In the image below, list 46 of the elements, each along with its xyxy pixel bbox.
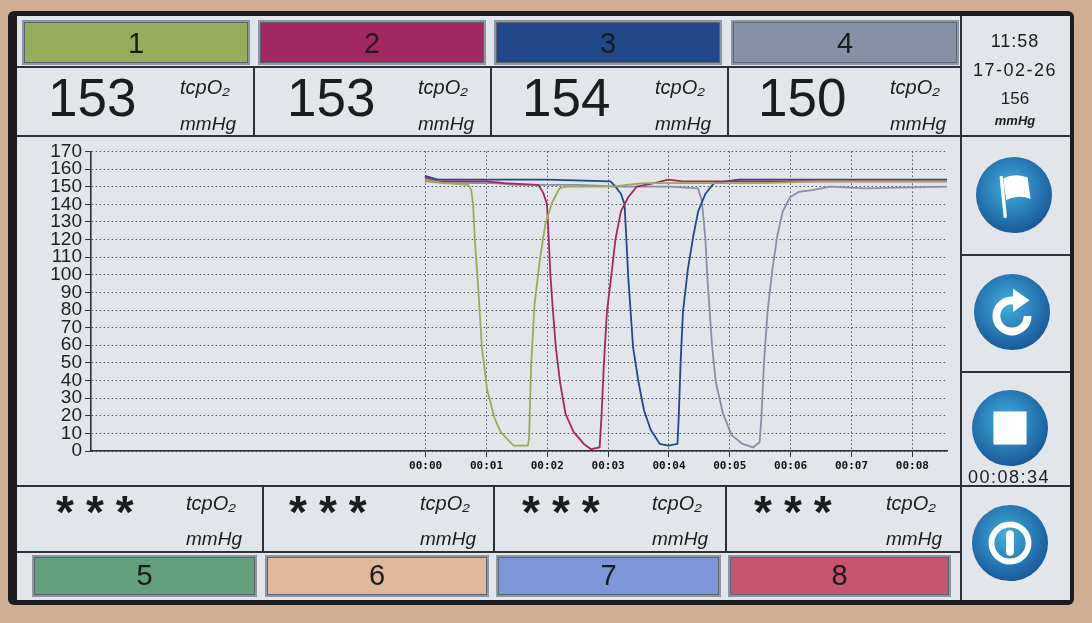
text: mmHg (420, 528, 476, 549)
text: mmHg (186, 528, 242, 549)
text: tcpO₂ (652, 492, 702, 514)
text: 11:58 (989, 31, 1041, 51)
text: tcpO₂ (890, 76, 940, 98)
text: tcpO₂ (655, 76, 705, 98)
text: 6 (367, 559, 387, 591)
text: tcpO₂ (180, 76, 230, 98)
text: mmHg (418, 113, 474, 134)
text: 154 (522, 68, 611, 127)
x-tick-label: 00:01 (469, 459, 504, 473)
text: *** (754, 486, 844, 538)
x-tick-label: 00:08 (895, 459, 929, 473)
text: tcpO₂ (420, 492, 470, 514)
text: 7 (599, 559, 618, 591)
text: 153 (287, 68, 376, 127)
text: 153 (48, 68, 137, 127)
text: mmHg (655, 113, 711, 134)
text: 4 (835, 27, 855, 59)
x-tick-label: 00:07 (834, 459, 869, 473)
x-tick-label: 00:02 (530, 459, 564, 473)
text: tcpO₂ (418, 76, 468, 98)
text: *** (289, 486, 379, 538)
x-tick-label: 00:03 (591, 459, 625, 473)
text: 156 (999, 89, 1031, 108)
text: mmHg (180, 113, 236, 134)
text: 5 (135, 559, 154, 591)
text: mmHg (886, 528, 942, 549)
text: 17-02-26 (971, 60, 1059, 80)
text: 00:08:34 (966, 467, 1052, 487)
text: *** (522, 486, 612, 538)
text: *** (56, 486, 146, 538)
x-tick-label: 00:06 (774, 459, 808, 473)
text: 2 (362, 27, 382, 59)
text: mmHg (993, 113, 1037, 128)
text: 8 (830, 559, 849, 591)
x-tick-label: 00:00 (409, 459, 443, 473)
x-tick-label: 00:04 (652, 459, 686, 473)
text: mmHg (652, 528, 708, 549)
text: 3 (598, 27, 618, 59)
text: tcpO₂ (186, 492, 236, 514)
text: 150 (758, 68, 847, 127)
x-tick-label: 00:05 (713, 459, 747, 473)
text: tcpO₂ (886, 492, 936, 514)
text: mmHg (890, 113, 946, 134)
text: 1 (126, 27, 146, 59)
